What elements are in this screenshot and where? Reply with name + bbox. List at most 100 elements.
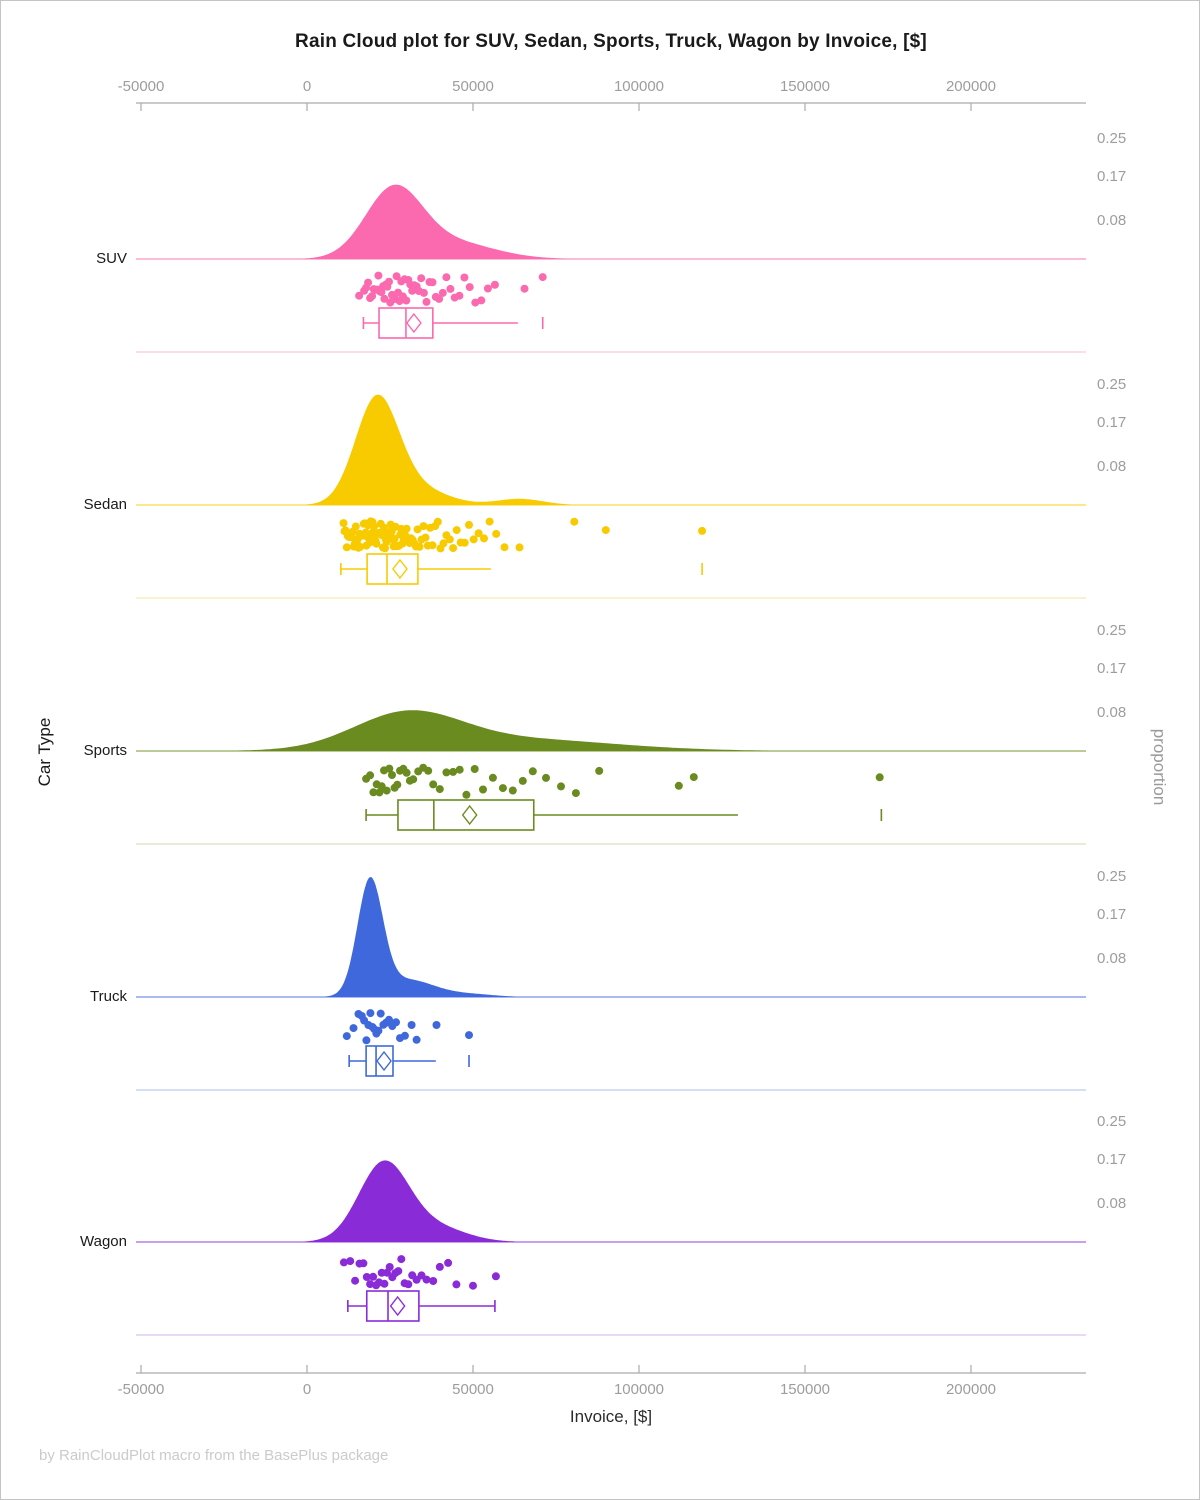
mean-diamond	[389, 1295, 406, 1317]
rain-point	[518, 776, 527, 785]
rain-point	[346, 1257, 355, 1266]
rain-point	[380, 294, 389, 303]
rain-point	[407, 1021, 416, 1029]
rain-point	[374, 1026, 383, 1035]
rain-point	[452, 1280, 461, 1289]
rain-point	[528, 767, 537, 776]
rain-point	[375, 788, 384, 797]
rain-point	[366, 771, 375, 780]
rain-point	[342, 543, 351, 552]
rain-point	[698, 526, 707, 535]
category-label-sports: Sports	[83, 742, 127, 759]
rain-point	[479, 785, 487, 794]
rain-point	[435, 785, 444, 794]
rain-point	[429, 1277, 438, 1285]
rain-point	[452, 526, 461, 535]
density-cloud	[306, 394, 573, 505]
proportion-tick-label: 0.25	[1097, 622, 1127, 639]
rain-point	[674, 781, 683, 790]
rain-point	[374, 271, 383, 280]
rain-point	[388, 771, 396, 779]
rain-point	[515, 543, 524, 552]
rain-point	[356, 542, 365, 551]
proportion-tick-label: 0.17	[1097, 1151, 1127, 1169]
rain-point	[382, 786, 391, 795]
rain-point	[372, 539, 381, 548]
rain-point	[428, 541, 437, 550]
rain-point	[595, 766, 604, 775]
rain-point	[429, 780, 438, 789]
rain-point	[469, 1281, 477, 1290]
rain-point	[435, 1262, 444, 1271]
rain-point	[875, 773, 884, 782]
rain-point	[442, 273, 451, 282]
rain-point	[491, 1272, 500, 1281]
rain-point	[369, 1272, 378, 1281]
rain-point	[400, 1031, 409, 1040]
rain-point	[368, 292, 377, 301]
rain-point	[460, 273, 469, 282]
rain-point	[689, 773, 698, 782]
x-tick-label-bottom: 100000	[613, 1381, 665, 1398]
rain-point	[415, 542, 424, 551]
proportion-tick-label: 0.08	[1097, 703, 1127, 721]
rain-point	[485, 517, 494, 526]
rain-point	[465, 520, 473, 529]
rain-point	[402, 296, 411, 305]
rain-point	[438, 288, 447, 297]
category-label-suv: SUV	[96, 250, 127, 267]
rain-point	[465, 283, 474, 292]
rain-point	[449, 767, 458, 776]
y2-axis-title: proportion	[1150, 728, 1169, 806]
density-cloud	[325, 877, 516, 997]
rain-point	[439, 539, 448, 548]
rain-point	[366, 1280, 375, 1289]
mean-diamond	[392, 558, 408, 580]
x-tick-label-top: 150000	[779, 78, 831, 95]
rain-point	[462, 790, 471, 799]
rain-point	[465, 1031, 473, 1040]
proportion-tick-label: 0.17	[1097, 906, 1127, 924]
rain-point	[428, 278, 437, 287]
rain-point	[409, 775, 418, 784]
proportion-tick-label: 0.17	[1097, 660, 1127, 678]
rain-point	[488, 773, 497, 782]
rain-point	[455, 765, 464, 774]
proportion-tick-label: 0.17	[1097, 414, 1127, 432]
chart-title: Rain Cloud plot for SUV, Sedan, Sports, …	[295, 31, 927, 52]
box-iqr	[365, 1290, 420, 1322]
rain-point	[444, 1258, 453, 1267]
rain-point	[393, 780, 402, 789]
category-label-sedan: Sedan	[83, 496, 127, 513]
rain-point	[470, 765, 479, 773]
proportion-tick-label: 0.08	[1097, 1194, 1127, 1212]
rain-point	[422, 1275, 431, 1284]
rain-point	[446, 284, 455, 293]
density-cloud	[303, 1160, 517, 1242]
x-tick-label-top: -50000	[117, 78, 165, 95]
rain-point	[542, 773, 550, 782]
rain-point	[404, 1280, 413, 1289]
x-axis-title: Invoice, [$]	[569, 1407, 653, 1426]
rain-point	[339, 1258, 348, 1267]
rain-point	[498, 784, 507, 793]
rain-point	[520, 284, 529, 293]
proportion-tick-label: 0.08	[1097, 457, 1127, 475]
rain-point	[422, 297, 431, 306]
rain-point	[413, 525, 422, 534]
rain-point	[601, 526, 610, 535]
rain-point	[480, 534, 488, 543]
rain-point	[362, 1036, 371, 1045]
rain-point	[385, 277, 393, 286]
rain-point	[419, 288, 428, 297]
rain-point	[433, 517, 442, 526]
rain-point	[424, 766, 433, 775]
rain-point	[402, 524, 411, 533]
rain-point	[339, 519, 348, 528]
rain-point	[483, 284, 492, 293]
x-tick-label-top: 200000	[945, 78, 997, 95]
rain-point	[366, 1009, 375, 1018]
x-tick-label-bottom: 150000	[779, 1381, 831, 1398]
rain-point	[394, 1267, 403, 1276]
mean-diamond	[376, 1050, 392, 1072]
